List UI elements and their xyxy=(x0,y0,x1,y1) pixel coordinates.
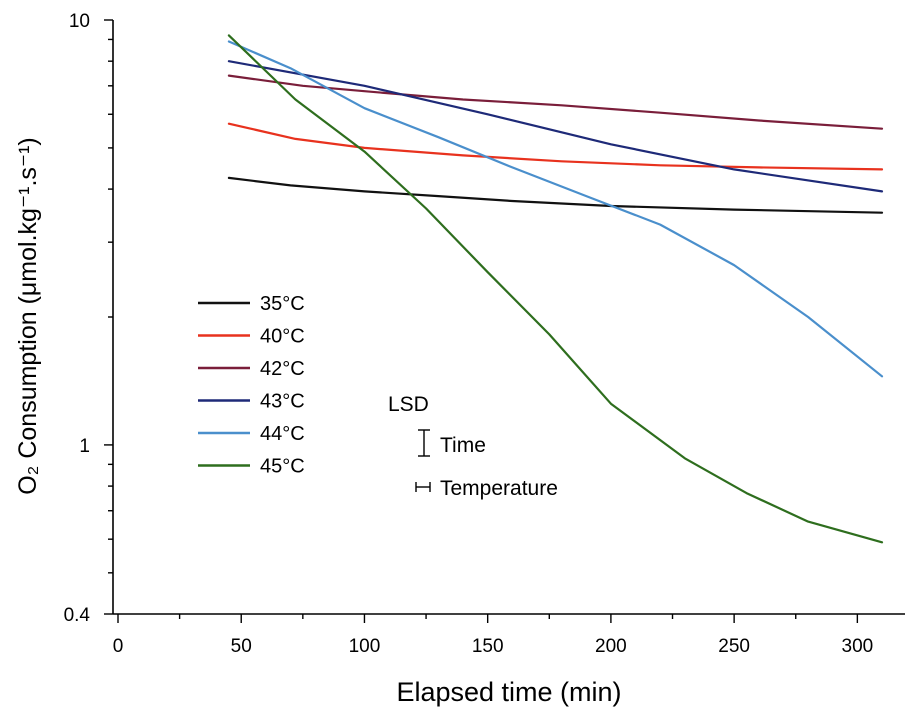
series-line-35c xyxy=(227,176,884,214)
x-tick-label: 250 xyxy=(718,636,750,657)
x-tick-label: 150 xyxy=(472,636,504,657)
x-tick-label: 100 xyxy=(349,636,381,657)
y-ticks: 0.4 1 10 xyxy=(64,11,113,626)
legend-label: 43°C xyxy=(260,391,305,413)
series-line-42c xyxy=(227,74,884,130)
legend: 35°C 40°C 42°C 43°C 44°C 45°C xyxy=(198,293,305,478)
series-line-45c xyxy=(227,34,884,544)
y-tick-label: 10 xyxy=(69,11,90,32)
x-tick-label: 0 xyxy=(113,636,124,657)
series-lines xyxy=(227,34,884,544)
x-tick-label: 300 xyxy=(842,636,874,657)
x-ticks: 0 50 100 150 200 250 300 xyxy=(113,614,873,657)
x-axis-title: Elapsed time (min) xyxy=(396,677,621,707)
lsd-box: LSD Time Temperature xyxy=(388,393,558,500)
lsd-time-errorbar-icon xyxy=(418,429,430,457)
lsd-temperature-errorbar-icon xyxy=(415,482,431,492)
legend-label: 42°C xyxy=(260,358,305,380)
y-tick-label: 0.4 xyxy=(64,605,91,626)
y-tick-label: 1 xyxy=(79,436,90,457)
lsd-temperature-label: Temperature xyxy=(440,477,558,500)
legend-label: 44°C xyxy=(260,423,305,445)
y-axis-title: O₂ Consumption (μmol.kg⁻¹.s⁻¹) xyxy=(14,137,42,495)
legend-label: 45°C xyxy=(260,456,305,478)
lsd-title: LSD xyxy=(388,393,429,416)
legend-label: 40°C xyxy=(260,326,305,348)
series-line-40c xyxy=(227,122,884,171)
series-line-44c xyxy=(227,40,884,378)
x-tick-label: 50 xyxy=(231,636,252,657)
lsd-time-label: Time xyxy=(440,434,486,457)
plot-area: 0 50 100 150 200 250 300 0.4 1 10 xyxy=(64,11,905,657)
series-line-43c xyxy=(227,60,884,193)
x-tick-label: 200 xyxy=(595,636,627,657)
legend-label: 35°C xyxy=(260,293,305,315)
